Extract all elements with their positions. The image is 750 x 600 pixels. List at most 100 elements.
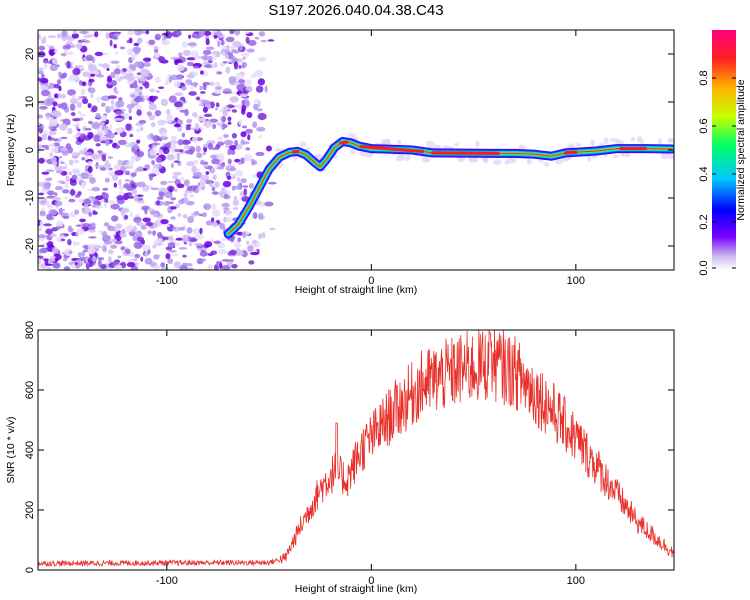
noise-speck: [100, 115, 108, 122]
noise-speck: [136, 128, 140, 133]
noise-speck: [200, 159, 205, 165]
noise-speck: [205, 46, 215, 51]
noise-speck: [38, 144, 43, 151]
noise-speck: [236, 231, 244, 236]
noise-speck: [143, 167, 148, 171]
noise-speck: [81, 81, 86, 86]
noise-speck: [155, 156, 162, 163]
noise-speck: [139, 221, 144, 227]
noise-speck: [88, 120, 93, 125]
noise-speck: [62, 215, 70, 220]
noise-speck: [110, 60, 120, 64]
noise-speck: [224, 210, 233, 216]
noise-speck: [142, 217, 151, 223]
noise-speck: [126, 75, 136, 82]
noise-speck: [47, 190, 55, 196]
noise-speck: [183, 179, 190, 187]
noise-speck: [222, 110, 228, 117]
noise-speck: [186, 161, 195, 167]
noise-speck: [42, 35, 47, 44]
noise-speck: [39, 210, 47, 217]
noise-speck: [568, 143, 575, 149]
colorbar-tick-label: 0.2: [698, 214, 710, 229]
noise-speck: [258, 233, 262, 240]
noise-speck: [79, 113, 87, 117]
noise-speck: [128, 37, 133, 44]
noise-speck: [103, 201, 107, 209]
noise-speck: [52, 262, 61, 269]
noise-speck: [177, 64, 185, 72]
noise-speck: [172, 175, 179, 180]
noise-speck: [207, 142, 213, 151]
noise-speck: [41, 171, 50, 175]
noise-speck: [148, 103, 158, 111]
noise-speck: [248, 260, 255, 265]
noise-speck: [173, 188, 178, 193]
noise-speck: [202, 85, 206, 90]
noise-speck: [133, 143, 139, 150]
noise-speck: [104, 139, 110, 147]
noise-speck: [38, 122, 41, 126]
noise-speck: [160, 262, 166, 268]
noise-speck: [67, 89, 76, 96]
noise-speck: [38, 197, 43, 203]
noise-speck: [442, 144, 450, 149]
noise-speck: [212, 209, 221, 218]
noise-speck: [77, 191, 82, 196]
noise-speck: [164, 224, 171, 228]
noise-speck: [620, 152, 631, 158]
noise-speck: [230, 149, 236, 155]
noise-speck: [133, 61, 143, 68]
noise-speck: [117, 159, 124, 166]
y-tick-label: 0: [24, 567, 36, 573]
noise-speck: [113, 33, 120, 37]
noise-speck: [44, 112, 52, 117]
noise-speck: [179, 109, 186, 113]
noise-speck: [241, 52, 250, 58]
noise-speck: [104, 177, 110, 183]
noise-speck: [44, 258, 49, 266]
noise-speck: [241, 99, 246, 106]
noise-speck: [120, 246, 126, 251]
noise-speck: [212, 191, 219, 195]
noise-speck: [60, 233, 65, 237]
noise-speck: [60, 52, 67, 57]
noise-speck: [199, 85, 203, 91]
noise-speck: [193, 210, 200, 216]
noise-speck: [202, 212, 207, 218]
noise-speck: [40, 73, 45, 79]
noise-speck: [149, 88, 156, 93]
noise-speck: [84, 151, 93, 156]
noise-speck: [201, 100, 211, 105]
noise-speck: [127, 30, 136, 36]
noise-speck: [212, 174, 217, 181]
noise-speck: [38, 77, 43, 82]
noise-speck: [234, 169, 244, 177]
noise-speck: [156, 231, 163, 238]
noise-speck: [142, 61, 151, 68]
noise-speck: [227, 116, 232, 122]
noise-speck: [244, 31, 250, 34]
noise-speck: [234, 30, 241, 36]
noise-speck: [97, 259, 102, 267]
noise-speck: [245, 128, 253, 134]
noise-speck: [171, 136, 177, 142]
noise-speck: [38, 257, 42, 265]
noise-speck: [200, 70, 204, 75]
noise-speck: [50, 128, 58, 132]
noise-speck: [127, 195, 135, 199]
noise-speck: [183, 196, 189, 205]
noise-speck: [221, 124, 228, 129]
noise-speck: [475, 141, 480, 148]
noise-speck: [92, 255, 96, 263]
noise-speck: [234, 73, 244, 81]
noise-speck: [124, 179, 131, 182]
noise-speck: [492, 159, 502, 165]
noise-speck: [77, 111, 82, 115]
noise-speck: [245, 240, 250, 245]
noise-speck: [657, 138, 663, 145]
noise-speck: [554, 159, 564, 165]
noise-speck: [134, 95, 144, 103]
